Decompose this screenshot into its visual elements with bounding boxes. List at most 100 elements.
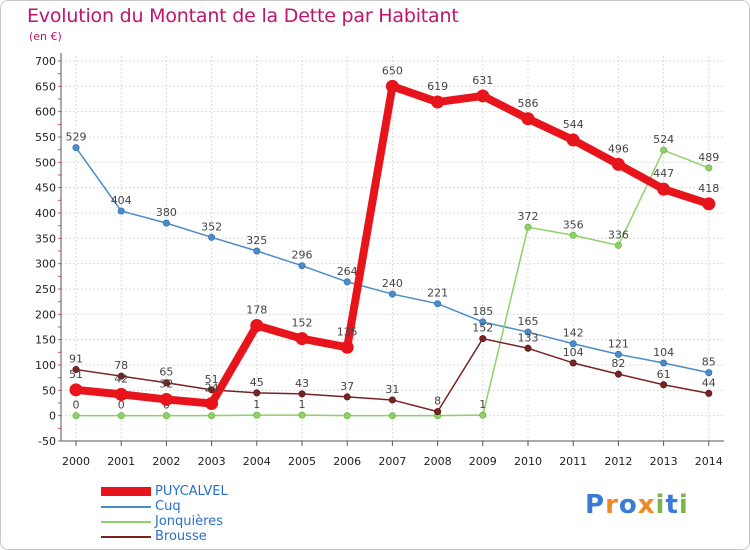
data-label-jonqui-res: 336 xyxy=(608,228,629,241)
data-label-jonqui-res: 0 xyxy=(118,399,125,412)
logo-letter: t xyxy=(665,490,679,520)
legend-item-puycalvel[interactable]: PUYCALVEL xyxy=(101,484,228,499)
data-point-jonqui-res xyxy=(343,412,351,420)
y-tick-label: 500 xyxy=(35,156,56,169)
data-label-jonqui-res: 356 xyxy=(563,218,584,231)
data-point-cuq xyxy=(253,247,261,255)
data-point-cuq xyxy=(117,207,125,215)
legend-label-jonquieres: Jonquières xyxy=(155,514,223,529)
data-point-cuq xyxy=(705,369,713,377)
data-point-puycalvel xyxy=(521,112,535,126)
legend-swatch-cuq xyxy=(101,505,151,508)
data-point-cuq xyxy=(72,144,80,152)
data-label-brousse: 45 xyxy=(250,376,264,389)
data-point-cuq xyxy=(479,318,487,326)
legend-item-cuq[interactable]: Cuq xyxy=(101,499,228,514)
data-label-puycalvel: 32 xyxy=(159,377,173,390)
data-label-puycalvel: 631 xyxy=(472,74,493,87)
data-label-puycalvel: 152 xyxy=(292,317,313,330)
data-label-brousse: 8 xyxy=(434,395,441,408)
data-point-brousse xyxy=(72,366,80,374)
data-label-puycalvel: 619 xyxy=(427,80,448,93)
data-label-cuq: 142 xyxy=(563,327,584,340)
y-tick-label: 550 xyxy=(35,131,56,144)
data-point-jonqui-res xyxy=(72,412,80,420)
data-point-brousse xyxy=(569,359,577,367)
chart-subtitle: (en €) xyxy=(29,30,62,43)
data-point-puycalvel xyxy=(205,397,219,411)
data-label-jonqui-res: 1 xyxy=(479,398,486,411)
data-label-puycalvel: 418 xyxy=(698,182,719,195)
x-tick-label: 2003 xyxy=(198,455,226,468)
legend-swatch-puycalvel xyxy=(101,487,151,496)
data-label-jonqui-res: 1 xyxy=(253,398,260,411)
data-point-jonqui-res xyxy=(388,412,396,420)
data-label-brousse: 91 xyxy=(69,353,83,366)
data-label-cuq: 404 xyxy=(111,194,132,207)
data-point-brousse xyxy=(343,393,351,401)
legend-item-jonquieres[interactable]: Jonquières xyxy=(101,514,228,529)
data-label-brousse: 82 xyxy=(611,357,625,370)
data-label-puycalvel: 447 xyxy=(653,167,674,180)
y-tick-label: 200 xyxy=(35,308,56,321)
y-tick-label: 50 xyxy=(42,384,56,397)
y-tick-label: 150 xyxy=(35,334,56,347)
data-label-puycalvel: 178 xyxy=(246,303,267,316)
data-label-cuq: 325 xyxy=(246,234,267,247)
data-label-puycalvel: 42 xyxy=(114,372,128,385)
logo-letter: P xyxy=(585,490,606,520)
legend: PUYCALVEL Cuq Jonquières Brousse xyxy=(101,484,228,544)
data-point-jonqui-res xyxy=(660,146,668,154)
data-point-jonqui-res xyxy=(298,411,306,419)
data-point-jonqui-res xyxy=(614,241,622,249)
data-point-puycalvel xyxy=(657,182,671,196)
data-label-jonqui-res: 372 xyxy=(518,210,539,223)
data-label-brousse: 78 xyxy=(114,359,128,372)
data-label-cuq: 185 xyxy=(472,305,493,318)
y-tick-label: 600 xyxy=(35,106,56,119)
x-tick-label: 2012 xyxy=(604,455,632,468)
x-tick-label: 2000 xyxy=(62,455,90,468)
x-tick-label: 2001 xyxy=(107,455,135,468)
data-label-brousse: 37 xyxy=(340,380,354,393)
data-point-brousse xyxy=(705,389,713,397)
y-tick-label: 300 xyxy=(35,258,56,271)
data-label-puycalvel: 586 xyxy=(518,97,539,110)
data-point-brousse xyxy=(434,408,442,416)
data-label-brousse: 65 xyxy=(159,366,173,379)
x-tick-label: 2013 xyxy=(650,455,678,468)
data-label-puycalvel: 496 xyxy=(608,142,629,155)
data-point-puycalvel xyxy=(385,79,399,93)
proxiti-logo[interactable]: Proxiti xyxy=(585,490,689,520)
legend-swatch-jonquieres xyxy=(101,520,151,523)
data-point-cuq xyxy=(298,262,306,270)
data-point-cuq xyxy=(614,350,622,358)
data-label-brousse: 43 xyxy=(295,377,309,390)
chart-title: Evolution du Montant de la Dette par Hab… xyxy=(27,5,459,27)
y-tick-label: 450 xyxy=(35,182,56,195)
data-label-jonqui-res: 489 xyxy=(698,151,719,164)
data-point-cuq xyxy=(569,340,577,348)
data-point-puycalvel xyxy=(566,133,580,147)
data-point-brousse xyxy=(162,379,170,387)
y-tick-label: 700 xyxy=(35,55,56,68)
data-label-cuq: 380 xyxy=(156,206,177,219)
data-label-puycalvel: 650 xyxy=(382,64,403,77)
legend-item-brousse[interactable]: Brousse xyxy=(101,529,228,544)
data-point-cuq xyxy=(524,328,532,336)
data-point-brousse xyxy=(660,381,668,389)
data-point-puycalvel xyxy=(431,95,445,109)
data-point-puycalvel xyxy=(295,332,309,346)
y-tick-label: 650 xyxy=(35,80,56,93)
data-label-cuq: 296 xyxy=(292,249,313,262)
data-label-brousse: 61 xyxy=(657,368,671,381)
data-point-cuq xyxy=(660,359,668,367)
data-label-cuq: 264 xyxy=(337,265,358,278)
logo-letter: r xyxy=(605,490,619,520)
data-point-brousse xyxy=(524,344,532,352)
data-label-puycalvel: 51 xyxy=(69,368,83,381)
data-point-brousse xyxy=(298,390,306,398)
legend-label-cuq: Cuq xyxy=(155,499,181,514)
x-tick-label: 2005 xyxy=(288,455,316,468)
